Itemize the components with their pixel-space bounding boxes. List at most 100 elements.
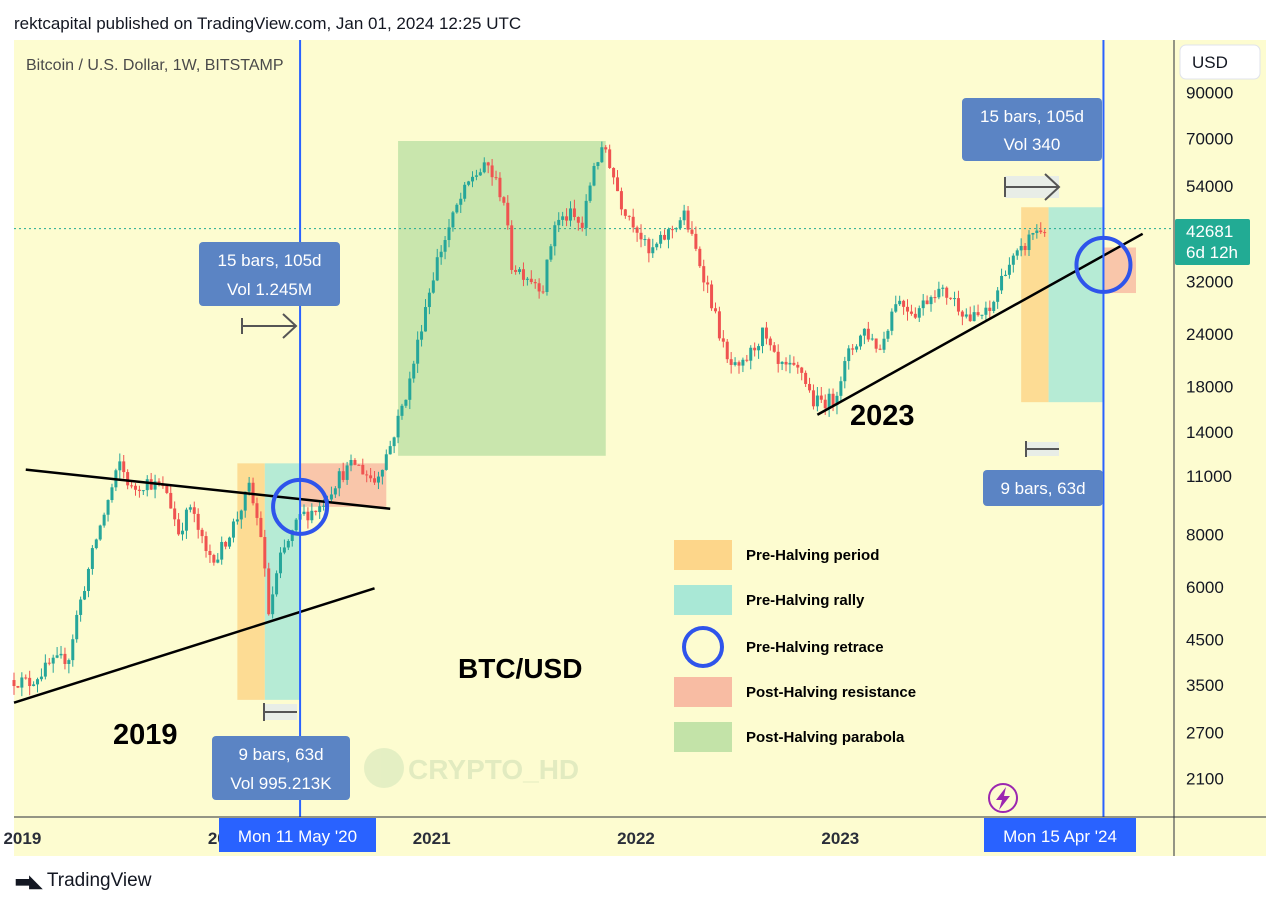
candle-body-62 [255, 503, 259, 518]
candle-body-153 [612, 167, 616, 178]
x-tick-4: 2023 [821, 829, 859, 848]
candle-body-16 [75, 614, 79, 640]
candle-body-164 [655, 243, 659, 248]
date-flag-2-text: Mon 15 Apr '24 [1003, 827, 1117, 846]
watermark-logo-icon [364, 748, 404, 788]
currency-button-label: USD [1192, 53, 1228, 72]
candle-body-163 [651, 247, 655, 254]
candle-body-173 [690, 229, 694, 234]
zone-3 [398, 141, 606, 456]
candle-body-85 [345, 465, 349, 480]
currency-button[interactable]: USD [1179, 44, 1261, 80]
legend-swatch-0 [674, 540, 732, 570]
candle-body-138 [553, 225, 557, 247]
measure-label-1: 15 bars, 105d Vol 1.245M [199, 242, 340, 306]
candle-body-165 [659, 234, 663, 244]
candle-body-187 [745, 359, 749, 361]
candle-body-43 [181, 530, 185, 535]
candle-body-108 [435, 257, 439, 281]
candle-body-160 [639, 232, 643, 240]
candle-body-34 [145, 479, 149, 491]
candle-body-251 [996, 290, 1000, 302]
candle-body-117 [471, 176, 475, 182]
y-tick-6: 18000 [1186, 377, 1233, 396]
candle-body-87 [353, 459, 357, 465]
candle-body-147 [588, 185, 592, 201]
candle-body-66 [271, 594, 275, 615]
candle-body-252 [1000, 275, 1004, 291]
last-price-tag: 42681 6d 12h [1175, 219, 1250, 265]
y-tick-8: 11000 [1186, 467, 1232, 486]
legend-swatch-1 [674, 585, 732, 615]
y-tick-0: 90000 [1186, 84, 1233, 103]
candle-body-174 [694, 233, 698, 249]
candle-body-230 [913, 313, 917, 318]
candle-body-184 [733, 362, 737, 365]
candle-body-206 [819, 395, 823, 400]
candle-body-177 [706, 282, 710, 285]
candle-body-106 [427, 292, 431, 308]
candle-body-76 [310, 510, 314, 521]
candle-body-92 [373, 478, 377, 483]
candle-body-229 [909, 311, 913, 314]
candle-body-42 [177, 519, 181, 535]
candle-body-261 [1035, 230, 1039, 233]
candle-body-140 [561, 216, 565, 220]
candle-body-97 [392, 437, 396, 447]
candle-body-36 [153, 481, 157, 490]
measure-label-3-line2: Vol 340 [1004, 135, 1061, 154]
candle-body-65 [267, 568, 271, 615]
candle-body-98 [396, 415, 400, 438]
y-tick-2: 54000 [1186, 177, 1233, 196]
candle-body-139 [557, 219, 561, 226]
lightning-icon[interactable] [988, 783, 1018, 813]
candle-body-14 [67, 660, 71, 664]
candle-body-198 [788, 362, 792, 365]
measure-label-4-line1: 9 bars, 63d [1000, 479, 1085, 498]
candle-body-169 [674, 228, 678, 230]
candle-body-142 [568, 208, 572, 221]
candle-body-171 [682, 210, 686, 221]
legend-label-3: Post-Halving resistance [746, 684, 916, 701]
candle-body-204 [811, 390, 815, 407]
candle-body-84 [341, 471, 345, 480]
candle-body-44 [184, 509, 188, 531]
tradingview-logo[interactable]: ▬◣ TradingView [14, 870, 151, 892]
countdown-value: 6d 12h [1186, 243, 1238, 262]
measure-label-2-line2: Vol 995.213K [230, 774, 332, 793]
candle-body-212 [843, 361, 847, 382]
retrace-circle-1 [1074, 235, 1133, 294]
candle-body-220 [874, 338, 878, 349]
candle-body-181 [721, 338, 725, 342]
candle-body-232 [921, 300, 925, 309]
candle-body-214 [851, 348, 855, 350]
candle-body-13 [63, 653, 67, 664]
trendline-2 [816, 232, 1144, 416]
candle-body-224 [890, 311, 894, 331]
candle-body-78 [318, 506, 322, 513]
candle-body-258 [1023, 245, 1027, 251]
candle-body-208 [827, 393, 831, 409]
candle-body-161 [643, 239, 647, 241]
candle-body-102 [412, 363, 416, 379]
candle-body-81 [329, 494, 333, 500]
candle-body-186 [741, 359, 745, 366]
candle-body-74 [302, 511, 306, 515]
candle-body-130 [521, 269, 525, 280]
candle-body-154 [616, 177, 620, 192]
watermark-text: CRYPTO_HD [408, 754, 579, 785]
measure-label-3-line1: 15 bars, 105d [980, 107, 1084, 126]
measure-label-1-line1: 15 bars, 105d [218, 251, 322, 270]
candle-body-28 [122, 461, 126, 473]
date-flag-2: Mon 15 Apr '24 [984, 818, 1136, 852]
candle-body-248 [984, 307, 988, 315]
candle-body-93 [376, 476, 380, 483]
candle-body-45 [188, 507, 192, 510]
candle-body-46 [192, 507, 196, 514]
candle-body-170 [678, 220, 682, 229]
candle-body-200 [796, 364, 800, 368]
candle-body-0 [12, 680, 16, 687]
candle-body-134 [537, 283, 541, 292]
candle-body-71 [290, 530, 294, 541]
